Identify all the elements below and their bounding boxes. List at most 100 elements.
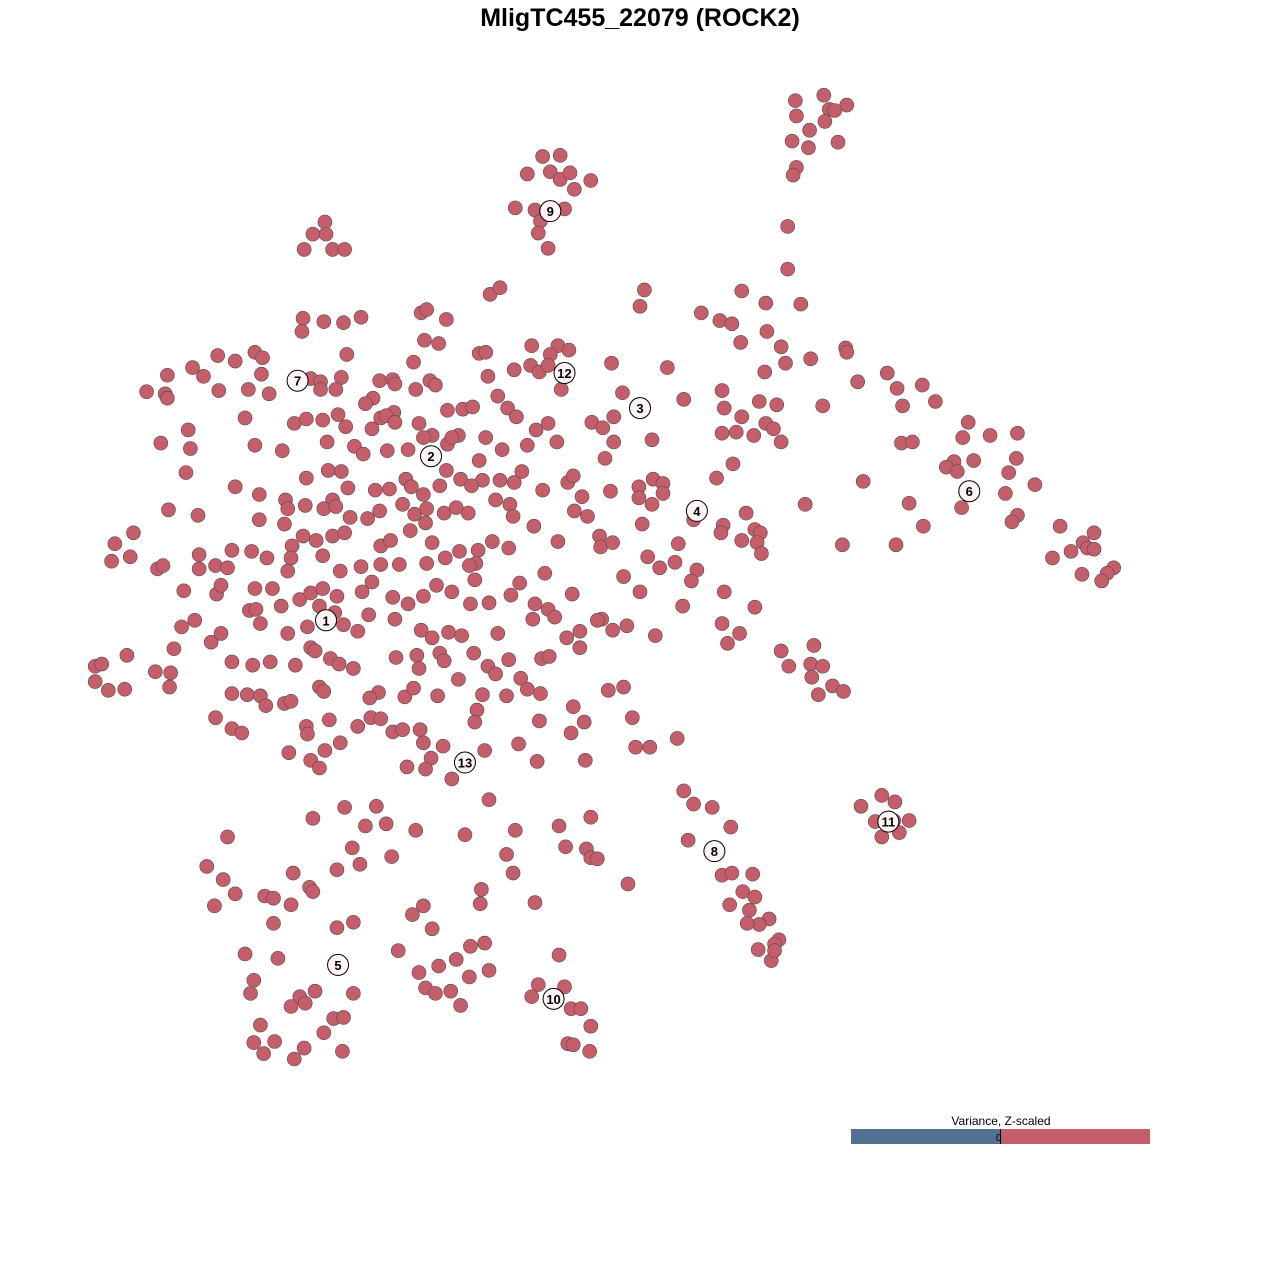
data-point	[350, 623, 366, 639]
data-point	[385, 590, 401, 605]
data-point	[87, 674, 103, 689]
data-point	[330, 407, 346, 422]
data-point	[669, 731, 685, 746]
data-point	[557, 979, 572, 995]
data-point	[605, 622, 620, 638]
data-point	[803, 656, 818, 672]
data-point	[502, 497, 518, 512]
data-point	[754, 546, 769, 561]
data-point	[716, 584, 732, 600]
cluster-label: 8	[703, 840, 726, 863]
data-point	[784, 133, 800, 149]
data-point	[400, 596, 416, 612]
data-point	[440, 402, 455, 418]
data-point	[424, 921, 440, 937]
data-point	[492, 280, 508, 296]
data-point	[411, 661, 427, 676]
data-point	[337, 242, 352, 257]
data-point	[292, 592, 308, 607]
data-point	[318, 226, 334, 242]
data-point	[778, 355, 793, 371]
data-point	[117, 681, 133, 697]
data-point	[562, 165, 578, 181]
data-point	[506, 362, 522, 378]
data-point	[429, 577, 444, 593]
data-point	[565, 468, 581, 484]
data-point	[411, 416, 427, 431]
data-point	[283, 550, 299, 566]
data-point	[773, 434, 789, 450]
data-point	[738, 505, 754, 521]
data-point	[553, 382, 569, 397]
data-point	[315, 412, 331, 428]
data-point	[806, 638, 822, 653]
data-point	[632, 299, 648, 314]
data-point	[780, 219, 795, 234]
data-point	[463, 596, 478, 612]
data-point	[215, 872, 231, 887]
data-point	[407, 506, 422, 522]
data-point	[308, 533, 324, 548]
data-point	[533, 686, 548, 701]
data-point	[475, 687, 490, 703]
data-point	[329, 862, 345, 878]
data-point	[739, 916, 755, 931]
data-point	[500, 400, 515, 416]
data-point	[725, 456, 741, 472]
data-point	[559, 630, 575, 646]
data-point	[435, 738, 451, 754]
data-point	[478, 430, 494, 445]
data-point	[955, 430, 971, 445]
data-point	[317, 743, 333, 758]
legend-tick-label: 0	[996, 1133, 1002, 1144]
data-point	[336, 1010, 351, 1025]
data-point	[382, 481, 397, 497]
data-point	[417, 332, 432, 348]
data-point	[524, 338, 539, 354]
data-point	[334, 464, 349, 479]
data-point	[954, 500, 969, 515]
data-point	[481, 963, 497, 978]
data-point	[524, 989, 539, 1004]
data-point	[605, 535, 620, 550]
data-point	[332, 563, 348, 579]
data-point	[780, 261, 795, 277]
data-point	[551, 818, 567, 834]
data-point	[178, 465, 194, 480]
data-point	[196, 369, 211, 384]
data-point	[288, 657, 303, 673]
data-point	[346, 661, 361, 676]
cluster-label-badge	[553, 362, 576, 385]
data-point	[565, 699, 581, 715]
data-point	[652, 560, 667, 576]
data-point	[295, 528, 311, 544]
data-point	[949, 464, 965, 479]
data-point	[437, 550, 453, 566]
data-point	[535, 149, 550, 164]
legend-low-segment	[851, 1129, 1001, 1144]
data-point	[241, 382, 256, 397]
data-point	[362, 690, 378, 706]
data-point	[527, 895, 543, 910]
data-point	[724, 865, 740, 881]
data-point	[208, 558, 223, 573]
data-point	[631, 490, 647, 506]
data-point	[335, 1044, 350, 1059]
data-point	[424, 535, 440, 550]
data-point	[305, 811, 321, 826]
cluster-label: 6	[958, 480, 981, 503]
data-point	[315, 581, 331, 596]
cluster-label-text: 8	[711, 844, 718, 859]
data-point	[580, 509, 595, 524]
data-point	[419, 501, 434, 517]
data-point	[535, 482, 550, 498]
cluster-label: 9	[539, 200, 562, 223]
data-point	[119, 648, 135, 663]
data-point	[418, 761, 433, 777]
data-point	[277, 516, 292, 532]
data-point	[262, 654, 278, 670]
data-point	[428, 377, 443, 393]
data-point	[693, 305, 709, 321]
data-point	[390, 943, 406, 959]
